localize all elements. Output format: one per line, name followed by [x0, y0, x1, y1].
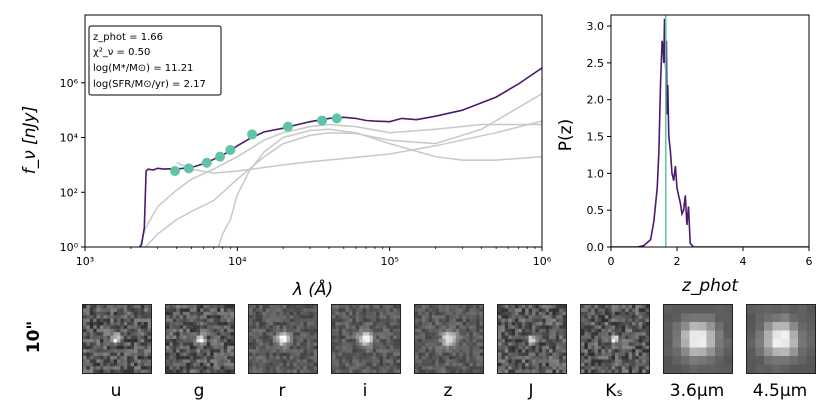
photometry-point [215, 151, 226, 162]
cutout-image [248, 304, 318, 374]
photometry-point [201, 157, 212, 168]
pz-y-ticks: 0.0 0.5 1.0 1.5 2.0 2.5 3.0 [587, 20, 611, 254]
pz-x-tick-label: 6 [806, 255, 813, 268]
cutout-band-label: r [278, 381, 286, 401]
sed-y-tick-label: 10² [60, 186, 78, 199]
sed-x-tick-label: 10⁴ [228, 255, 247, 268]
cutout-image [331, 304, 401, 374]
pz-y-label: P(z) [556, 119, 576, 151]
cutout-band-label: J [528, 381, 534, 401]
photometry-point [170, 165, 181, 176]
pz-y-tick-label: 3.0 [587, 20, 605, 33]
pz-x-label: z_phot [681, 276, 739, 296]
sed-legend-box [88, 25, 222, 96]
sed-component-line [145, 93, 542, 247]
sed-x-tick-label: 10⁶ [533, 255, 552, 268]
pz-y-tick-label: 2.0 [587, 94, 605, 107]
cutout-band-label: z [443, 381, 453, 401]
legend-chi2: χ²_ν = 0.50 [93, 47, 150, 58]
legend-sfr: log(SFR/M⊙/yr) = 2.17 [93, 79, 206, 90]
sed-panel: 10³ 10⁴ 10⁵ 10⁶ 10⁰ 10² 10⁴ 10⁶ λ (Å) f_ν [nJy… [20, 14, 552, 300]
sed-y-label: f_ν [nJy] [20, 106, 40, 175]
figure-canvas: 10³ 10⁴ 10⁵ 10⁶ 10⁰ 10² 10⁴ 10⁶ λ (Å) f_ν [nJy… [20, 14, 813, 300]
pz-line [611, 18, 809, 247]
pz-x-tick-label: 4 [740, 255, 747, 268]
cutout-band-label: g [193, 381, 205, 401]
sed-x-ticks: 10³ 10⁴ 10⁵ 10⁶ [76, 247, 552, 268]
sed-y-tick-label: 10⁶ [60, 77, 79, 90]
cutout-image [663, 304, 733, 374]
photometry-point [317, 115, 328, 126]
cutout-band-label: 3.6μm [669, 381, 725, 401]
sed-y-tick-label: 10⁴ [60, 132, 79, 145]
cutout-band-label: u [110, 381, 122, 401]
photometry-point [282, 121, 293, 132]
sed-series-layer [138, 67, 542, 247]
cutout-image [82, 304, 152, 374]
cutout-band-label: 4.5μm [752, 381, 808, 401]
pz-x-ticks: 0 2 4 6 [608, 247, 813, 268]
sed-component-line [139, 123, 542, 247]
cutout-band-label: Kₛ [605, 381, 623, 401]
cutout-image [165, 304, 235, 374]
pz-panel: 0 2 4 6 0.0 0.5 1.0 1.5 2.0 2.5 3.0 z_phot P(z) [556, 14, 813, 296]
pz-y-tick-label: 2.5 [587, 57, 605, 70]
sed-x-label: λ (Å) [292, 278, 333, 300]
cutout-image [497, 304, 567, 374]
pz-y-tick-label: 1.0 [587, 167, 605, 180]
pz-y-tick-label: 0.0 [587, 241, 605, 254]
sed-y-ticks: 10⁰ 10² 10⁴ 10⁶ [60, 77, 85, 254]
sed-x-tick-label: 10³ [76, 255, 94, 268]
photometry-point [247, 129, 258, 140]
sed-bestfit-line [138, 67, 542, 247]
pz-axes-frame [610, 14, 810, 248]
cutout-image [746, 304, 816, 374]
sed-component-line [176, 120, 542, 174]
photometry-point [331, 113, 342, 124]
legend-mass: log(M*/M⊙) = 11.21 [93, 63, 193, 74]
cutout-image [580, 304, 650, 374]
cutout-band-label: i [362, 381, 368, 401]
pz-y-tick-label: 0.5 [587, 204, 605, 217]
sed-component-line [217, 128, 542, 247]
pz-series-layer [611, 15, 809, 247]
legend-zphot: z_phot = 1.66 [93, 32, 163, 43]
photometry-points-layer [170, 113, 342, 176]
sed-y-tick-label: 10⁰ [60, 241, 79, 254]
cutout-image [414, 304, 484, 374]
photometry-point [225, 145, 236, 156]
photometry-point [183, 163, 194, 174]
pz-y-tick-label: 1.5 [587, 131, 605, 144]
pz-x-tick-label: 0 [608, 255, 615, 268]
sed-x-tick-label: 10⁵ [380, 255, 398, 268]
cutout-scale-label: 10" [24, 320, 44, 354]
pz-x-tick-label: 2 [674, 255, 681, 268]
sed-axes-frame [84, 14, 543, 248]
